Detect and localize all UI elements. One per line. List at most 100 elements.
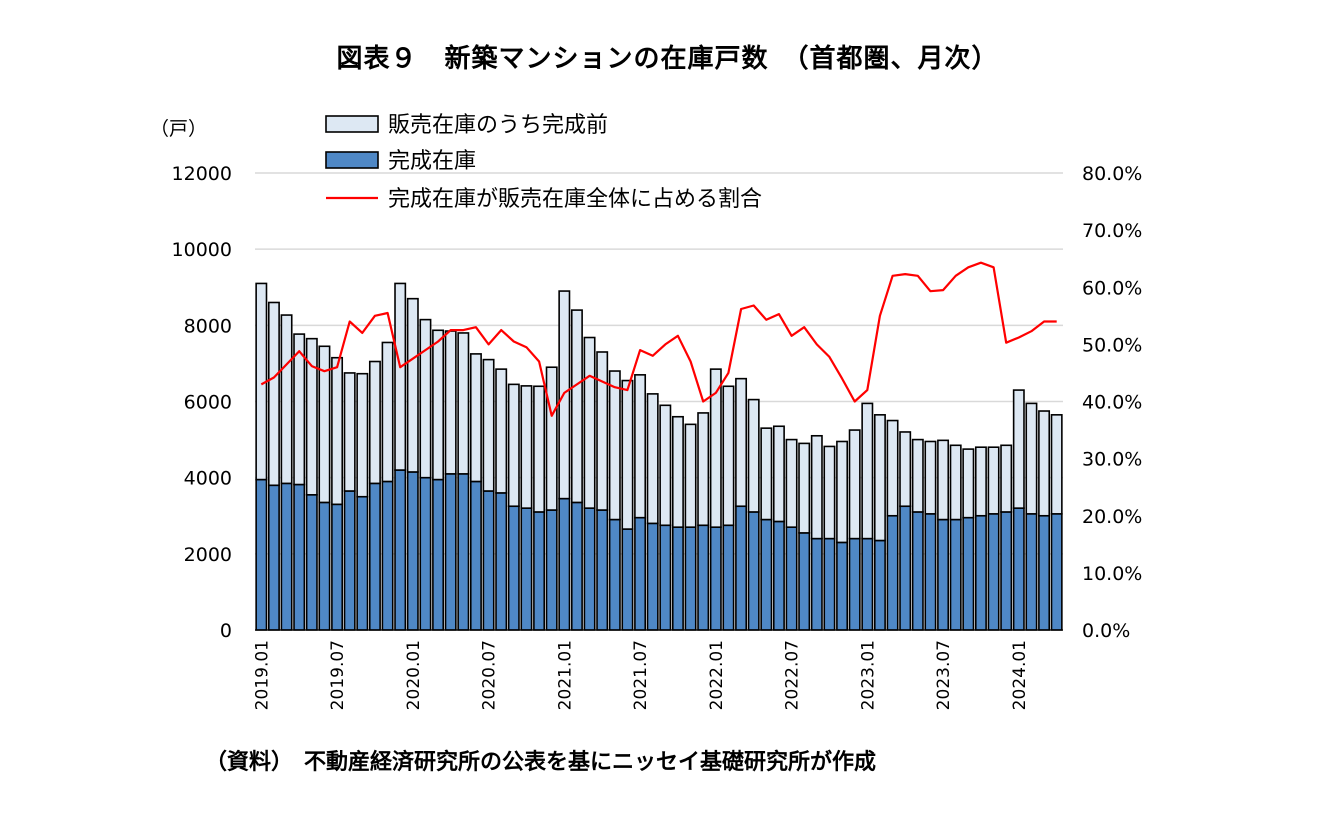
bar-before-completion xyxy=(1050,414,1063,515)
bar-completed xyxy=(1012,507,1025,631)
bar-before-completion xyxy=(343,372,356,492)
bar-before-completion xyxy=(697,412,710,527)
bar-before-completion xyxy=(911,438,924,513)
bar-before-completion xyxy=(785,438,798,528)
bar-completed xyxy=(848,537,861,631)
x-axis-tick-label: 2024.01 xyxy=(1010,640,1030,710)
bar-before-completion xyxy=(962,448,975,519)
bar-completed xyxy=(949,518,962,631)
bar-before-completion xyxy=(280,314,293,485)
bar-completed xyxy=(1025,513,1038,631)
bar-before-completion xyxy=(293,333,306,486)
bar-completed xyxy=(280,482,293,631)
bar-before-completion xyxy=(709,368,722,528)
bar-completed xyxy=(482,490,495,631)
bar-completed xyxy=(267,484,280,631)
bar-before-completion xyxy=(735,377,748,508)
bar-completed xyxy=(381,480,394,631)
bar-before-completion xyxy=(495,368,508,494)
ratio-line xyxy=(260,261,1057,417)
bar-before-completion xyxy=(886,419,899,517)
bar-before-completion xyxy=(1012,389,1025,509)
bar-before-completion xyxy=(987,446,1000,515)
y2-axis-tick-label: 30.0% xyxy=(1082,449,1142,471)
bar-before-completion xyxy=(823,445,836,540)
bar-before-completion xyxy=(570,309,583,504)
bar-completed xyxy=(318,501,331,631)
bar-completed xyxy=(1050,513,1063,631)
bar-before-completion xyxy=(684,423,697,528)
bar-completed xyxy=(697,524,710,631)
y2-axis-tick-label: 50.0% xyxy=(1082,334,1142,356)
bar-completed xyxy=(507,505,520,631)
bar-completed xyxy=(432,478,445,631)
bar-before-completion xyxy=(810,434,823,540)
y-axis-tick-label: 10000 xyxy=(172,239,232,261)
bar-completed xyxy=(924,513,937,631)
bar-completed xyxy=(343,490,356,631)
bar-completed xyxy=(987,513,1000,631)
bar-completed xyxy=(293,483,306,631)
bar-before-completion xyxy=(267,301,280,487)
bar-completed xyxy=(469,480,482,631)
bar-completed xyxy=(331,503,344,631)
bar-before-completion xyxy=(368,360,381,485)
bar-completed xyxy=(305,494,318,631)
bar-completed xyxy=(659,524,672,631)
bar-completed xyxy=(709,526,722,631)
y-axis-tick-label: 2000 xyxy=(184,544,232,566)
y2-axis-tick-label: 80.0% xyxy=(1082,163,1142,185)
bar-completed xyxy=(810,537,823,631)
bar-completed xyxy=(798,532,811,631)
bar-before-completion xyxy=(432,329,445,481)
bar-completed xyxy=(368,482,381,631)
bar-completed xyxy=(760,518,773,631)
y2-axis-tick-label: 0.0% xyxy=(1082,620,1130,642)
chart-title: 図表９ 新築マンションの在庫戸数 （首都圏、月次） xyxy=(336,44,999,74)
bar-before-completion xyxy=(406,297,419,473)
bar-completed xyxy=(735,505,748,631)
bar-before-completion xyxy=(1038,410,1051,517)
bar-before-completion xyxy=(545,366,558,511)
bar-before-completion xyxy=(331,356,344,506)
bar-completed xyxy=(255,478,268,631)
bar-before-completion xyxy=(520,385,533,509)
bar-before-completion xyxy=(621,379,634,530)
y-axis-tick-label: 4000 xyxy=(184,468,232,490)
bar-completed xyxy=(608,518,621,631)
bar-before-completion xyxy=(861,402,874,540)
y2-axis-tick-label: 10.0% xyxy=(1082,563,1142,585)
bar-before-completion xyxy=(1000,444,1013,513)
y-axis-unit-label: （戸） xyxy=(150,118,207,140)
y2-axis-tick-label: 70.0% xyxy=(1082,220,1142,242)
bar-before-completion xyxy=(583,336,596,509)
bar-completed xyxy=(394,469,407,631)
bar-completed xyxy=(545,509,558,631)
bar-before-completion xyxy=(924,440,937,515)
bar-completed xyxy=(495,492,508,631)
bar-before-completion xyxy=(760,427,773,521)
bar-completed xyxy=(785,526,798,631)
bar-before-completion xyxy=(949,444,962,521)
bar-completed xyxy=(886,514,899,631)
bar-before-completion xyxy=(899,431,912,508)
bar-before-completion xyxy=(394,282,407,471)
bar-before-completion xyxy=(596,351,609,511)
bar-before-completion xyxy=(469,353,482,483)
bar-completed xyxy=(406,471,419,631)
legend-label-completed: 完成在庫 xyxy=(388,149,476,174)
legend-label-ratio-line: 完成在庫が販売在庫全体に占める割合 xyxy=(388,187,762,212)
bar-series xyxy=(255,282,1063,631)
bar-completed xyxy=(570,501,583,631)
bar-completed xyxy=(444,473,457,631)
bar-completed xyxy=(772,520,785,631)
x-axis-tick-label: 2020.01 xyxy=(404,640,424,710)
x-axis-tick-label: 2021.07 xyxy=(631,640,651,710)
bar-completed xyxy=(1000,511,1013,631)
bar-before-completion xyxy=(457,332,470,475)
bar-before-completion xyxy=(671,415,684,528)
bar-before-completion xyxy=(836,440,849,544)
bar-completed xyxy=(1038,514,1051,631)
y-axis-tick-label: 0 xyxy=(220,620,232,642)
